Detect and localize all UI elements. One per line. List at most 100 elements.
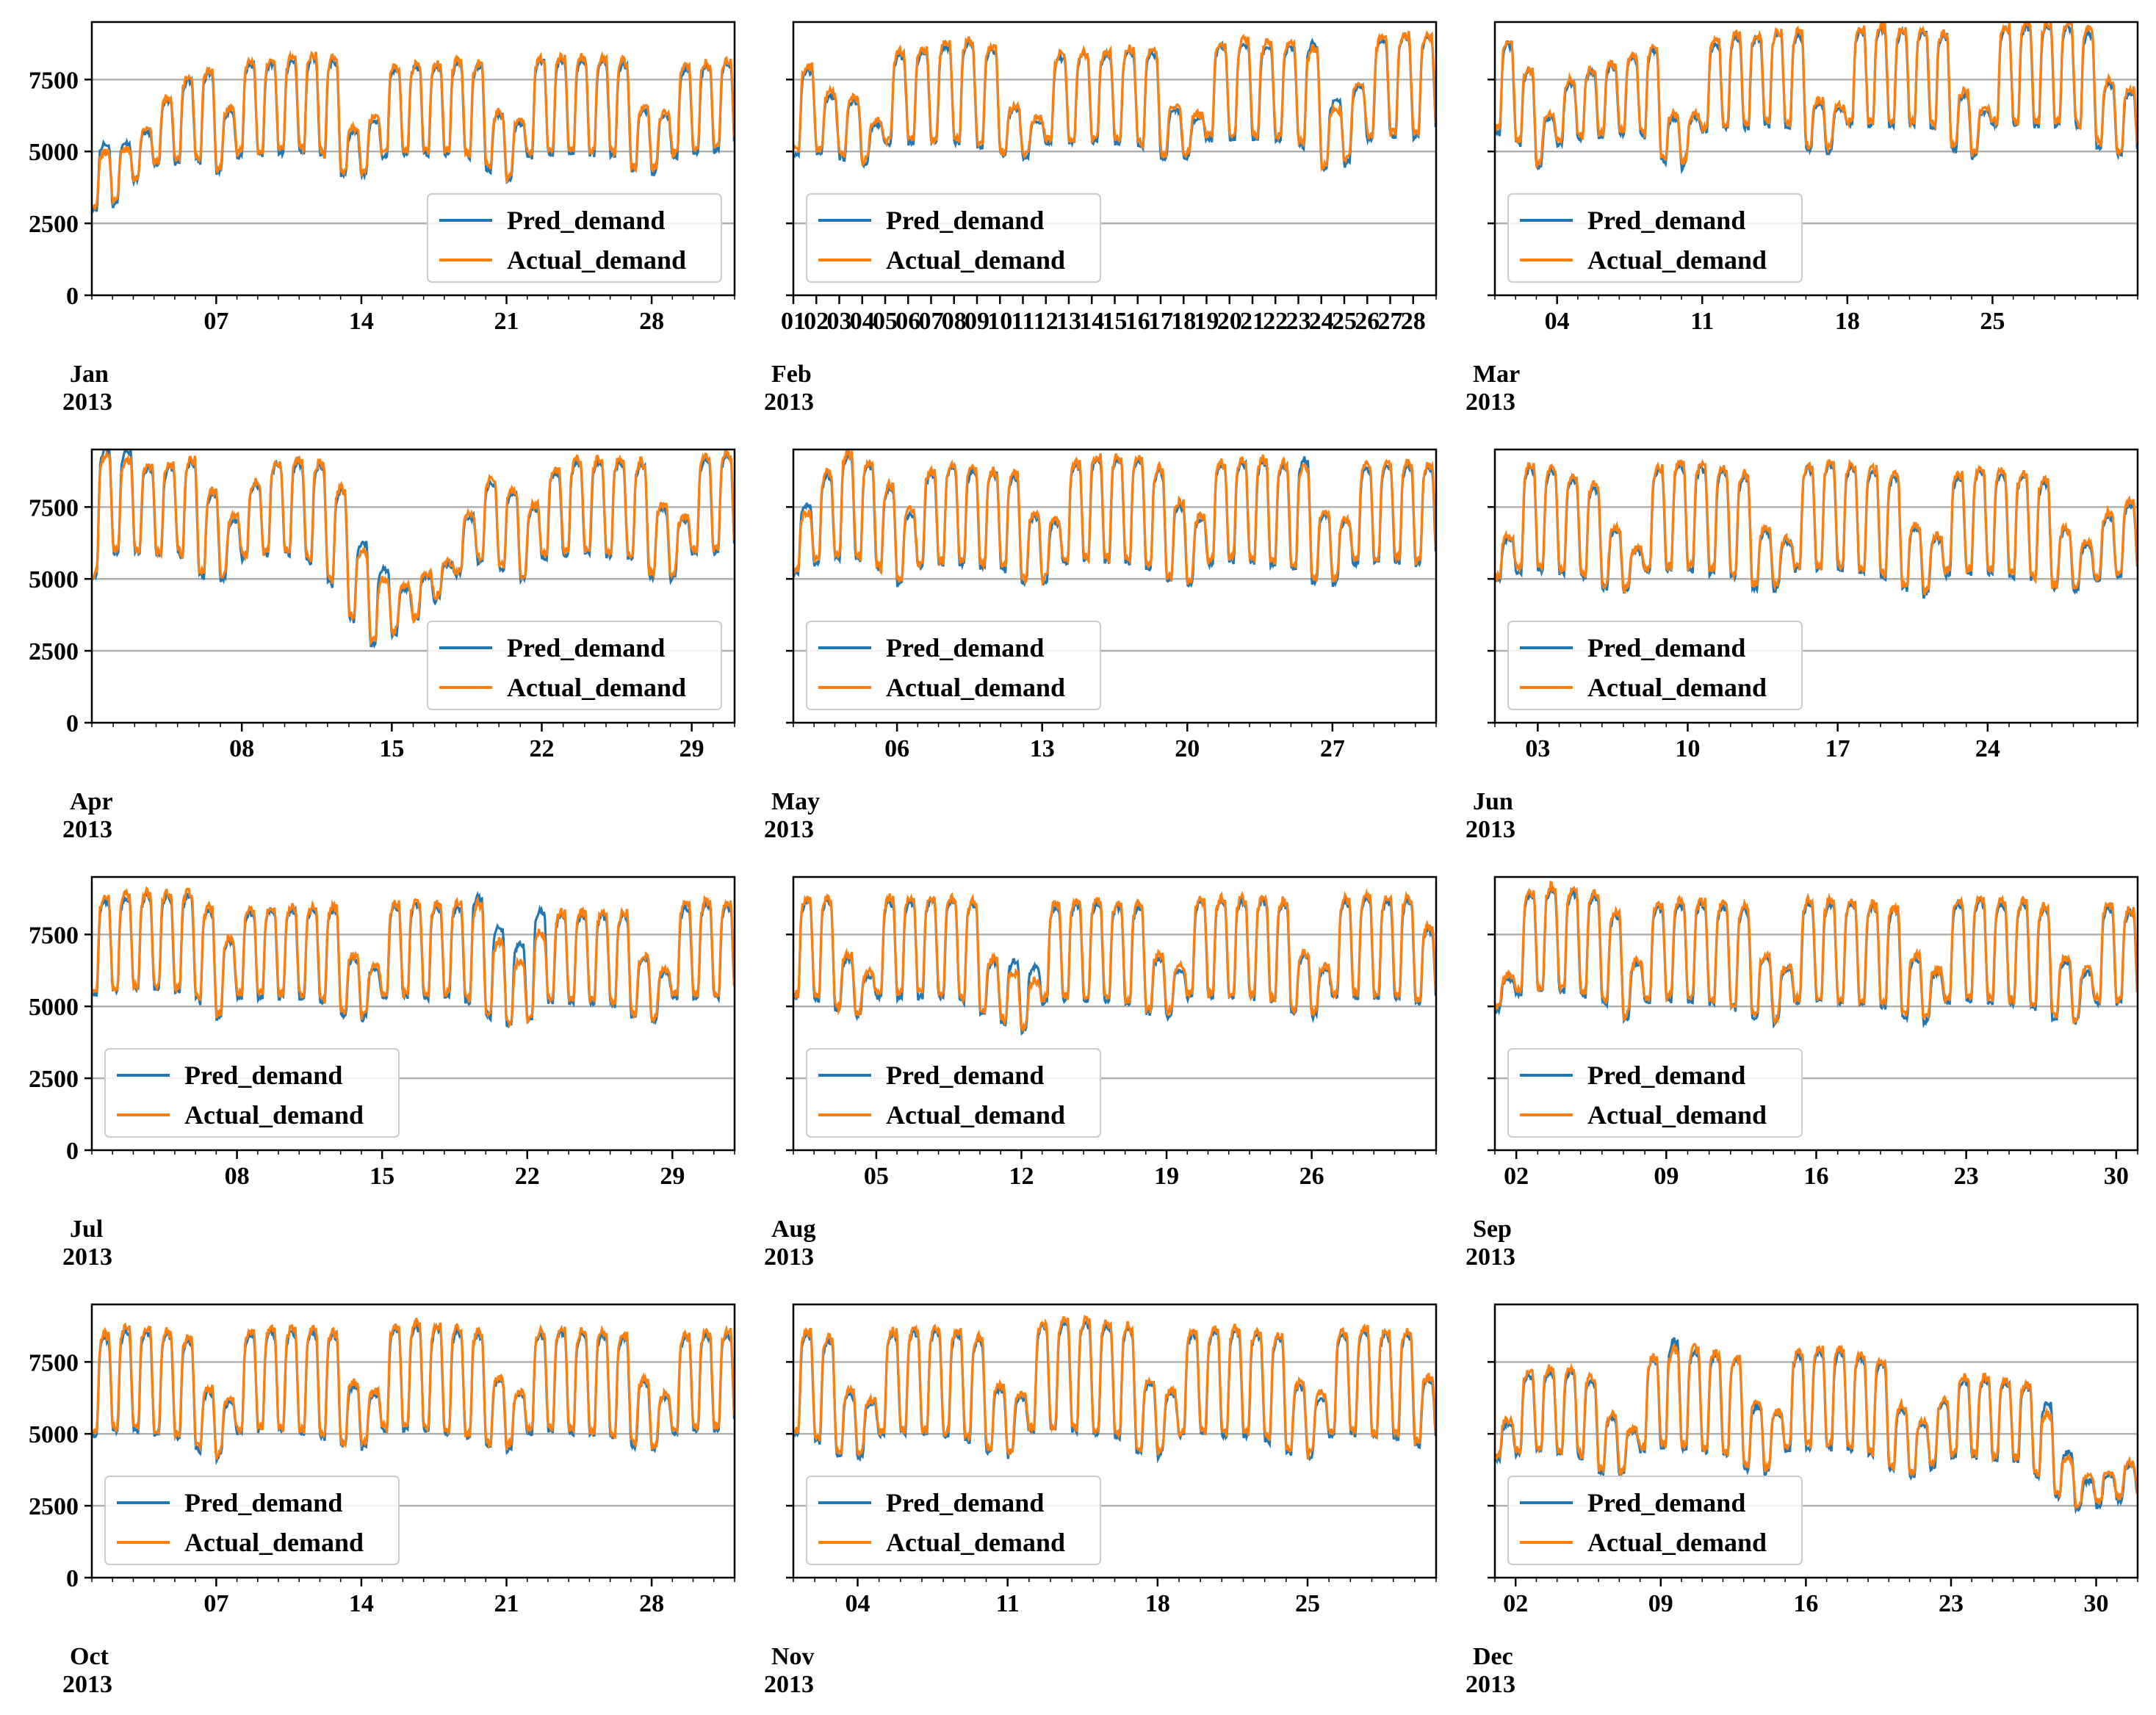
ytick-label: 0 <box>66 283 79 310</box>
legend-box <box>104 1048 400 1138</box>
xtick-label: 13 <box>1056 308 1081 335</box>
month-label: Jan <box>70 361 109 388</box>
xtick-label: 18 <box>1145 1590 1170 1617</box>
xtick-label: 02 <box>804 308 829 335</box>
legend-box <box>1507 1048 1803 1138</box>
legend-box <box>427 193 722 283</box>
month-label: Apr <box>70 788 113 815</box>
month-label: Oct <box>70 1643 109 1670</box>
legend: Pred_demand Actual_demand <box>427 193 722 283</box>
legend-entry: Pred_demand <box>1587 633 1745 662</box>
xtick-label: 12 <box>1034 308 1059 335</box>
year-label: 2013 <box>62 1671 112 1698</box>
legend-entry: Actual_demand <box>886 1528 1065 1557</box>
year-label: 2013 <box>62 1243 112 1271</box>
xtick-label: 11 <box>996 1590 1020 1617</box>
xtick-label: 16 <box>1793 1590 1818 1617</box>
xtick-label: 18 <box>1171 308 1196 335</box>
xtick-label: 16 <box>1125 308 1150 335</box>
month-label: Sep <box>1473 1216 1512 1243</box>
legend-box <box>104 1476 400 1565</box>
xtick-label: 22 <box>530 735 555 762</box>
series-actual-demand <box>1495 458 2138 596</box>
xtick-label: 28 <box>639 1590 664 1617</box>
chart-feb: 0102030405060708091011121314151617181920… <box>764 21 1438 416</box>
xtick-label: 19 <box>1154 1163 1179 1190</box>
legend-entry: Actual_demand <box>1587 1528 1767 1557</box>
month-label: Aug <box>771 1216 815 1243</box>
legend-entry: Actual_demand <box>1587 245 1767 275</box>
plot-frame <box>1493 21 2139 297</box>
series-actual-demand <box>793 29 1436 173</box>
series-actual-demand <box>92 449 735 646</box>
legend-box <box>806 193 1101 283</box>
xtick-label: 23 <box>1286 308 1311 335</box>
xtick-label: 27 <box>1378 308 1403 335</box>
xtick-label: 02 <box>1503 1590 1528 1617</box>
xtick-label: 28 <box>639 308 664 335</box>
ytick-label: 5000 <box>29 1421 79 1448</box>
xtick-label: 06 <box>895 308 920 335</box>
series-actual-demand <box>793 1315 1436 1460</box>
xtick-label: 09 <box>1654 1163 1679 1190</box>
legend-box <box>806 1476 1101 1565</box>
series-actual-demand <box>1495 880 2138 1026</box>
month-label: Nov <box>771 1643 815 1670</box>
xtick-label: 11 <box>1690 308 1714 335</box>
year-label: 2013 <box>62 389 112 416</box>
xtick-label: 14 <box>1079 308 1104 335</box>
plot-frame <box>90 1303 736 1579</box>
series-actual-demand <box>92 1318 735 1460</box>
xtick-label: 08 <box>942 308 967 335</box>
xtick-label: 10 <box>1676 735 1701 762</box>
series-pred-demand <box>793 33 1436 173</box>
ytick-label: 5000 <box>29 994 79 1021</box>
xtick-label: 09 <box>965 308 989 335</box>
xtick-label: 03 <box>827 308 852 335</box>
month-label: Feb <box>771 361 812 388</box>
xtick-label: 09 <box>1648 1590 1673 1617</box>
series-pred-demand <box>793 1318 1436 1464</box>
xtick-label: 21 <box>1240 308 1265 335</box>
xtick-label: 02 <box>1504 1163 1529 1190</box>
year-label: 2013 <box>764 1671 814 1698</box>
xtick-label: 23 <box>1954 1163 1979 1190</box>
xtick-label: 25 <box>1332 308 1357 335</box>
ytick-label: 7500 <box>29 1349 79 1376</box>
series-actual-demand <box>92 50 735 210</box>
xtick-label: 26 <box>1299 1163 1324 1190</box>
xtick-label: 22 <box>515 1163 540 1190</box>
ytick-label: 5000 <box>29 139 79 166</box>
xtick-label: 20 <box>1175 735 1200 762</box>
ytick-label: 5000 <box>29 566 79 593</box>
xtick-label: 13 <box>1030 735 1055 762</box>
legend: Pred_demand Actual_demand <box>1507 1048 1803 1138</box>
xtick-label: 28 <box>1401 308 1426 335</box>
xtick-label: 29 <box>660 1163 685 1190</box>
legend: Pred_demand Actual_demand <box>806 193 1101 283</box>
series-actual-demand <box>1495 22 2138 168</box>
xtick-label: 24 <box>1975 735 2000 762</box>
legend-entry: Actual_demand <box>184 1100 364 1130</box>
legend-entry: Actual_demand <box>886 673 1065 702</box>
series-actual-demand <box>793 449 1436 587</box>
xtick-label: 30 <box>2084 1590 2109 1617</box>
legend-entry: Pred_demand <box>886 206 1044 235</box>
xtick-label: 07 <box>203 1590 228 1617</box>
legend-entry: Actual_demand <box>507 673 686 702</box>
year-label: 2013 <box>1465 1671 1515 1698</box>
xtick-label: 08 <box>229 735 254 762</box>
year-label: 2013 <box>1465 816 1515 843</box>
xtick-label: 17 <box>1825 735 1850 762</box>
series-actual-demand <box>793 888 1436 1033</box>
xtick-label: 21 <box>494 1590 519 1617</box>
legend: Pred_demand Actual_demand <box>427 621 722 710</box>
legend-entry: Pred_demand <box>886 633 1044 662</box>
xtick-label: 05 <box>864 1163 889 1190</box>
ytick-label: 2500 <box>29 638 79 665</box>
